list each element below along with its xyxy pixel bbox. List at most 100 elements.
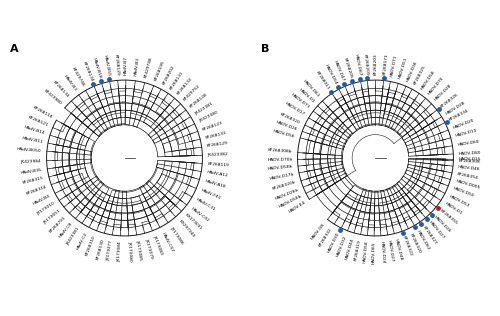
Text: HAdV-C2: HAdV-C2 <box>76 231 88 250</box>
Text: KF268134: KF268134 <box>82 61 94 82</box>
Text: HADV-D67: HADV-D67 <box>354 54 362 77</box>
Text: JX173010: JX173010 <box>36 202 56 216</box>
Text: JX173079: JX173079 <box>144 238 154 259</box>
Text: HADV-D53: HADV-D53 <box>448 194 470 208</box>
Text: B: B <box>261 44 270 54</box>
Text: HADV-D1: HADV-D1 <box>444 202 463 216</box>
Text: KF268202: KF268202 <box>162 64 175 86</box>
Text: HADV-D65: HADV-D65 <box>372 241 376 264</box>
Text: KF268322: KF268322 <box>402 235 413 257</box>
Text: KF268308b: KF268308b <box>268 149 292 154</box>
Text: HADV-D71: HADV-D71 <box>390 54 398 77</box>
Text: HADV-D56: HADV-D56 <box>273 129 295 138</box>
Text: HADV-D70b: HADV-D70b <box>267 157 292 162</box>
Text: KF268334: KF268334 <box>448 109 470 122</box>
Text: HADV-D61: HADV-D61 <box>302 79 320 99</box>
Text: KF268128: KF268128 <box>189 92 208 108</box>
Text: HAdV-B3: HAdV-B3 <box>134 57 140 76</box>
Text: HAdV-C31: HAdV-C31 <box>196 198 216 212</box>
Text: HADV-D48: HADV-D48 <box>394 238 403 261</box>
Text: KF268327: KF268327 <box>422 225 438 245</box>
Text: JX423382: JX423382 <box>208 152 229 157</box>
Text: HADV-D58: HADV-D58 <box>420 69 436 90</box>
Text: HADV-D62: HADV-D62 <box>416 229 430 251</box>
Text: KF268171: KF268171 <box>382 53 388 76</box>
Text: KF268320: KF268320 <box>280 112 301 125</box>
Text: JX173080: JX173080 <box>127 241 132 262</box>
Text: HADV-D58b: HADV-D58b <box>268 165 293 171</box>
Text: HADV-G8: HADV-G8 <box>310 222 326 240</box>
Text: KF268133: KF268133 <box>204 131 227 140</box>
Text: HADV-D56b: HADV-D56b <box>278 194 302 209</box>
Text: HADV-D26: HADV-D26 <box>276 120 298 131</box>
Text: JX173086: JX173086 <box>170 226 184 245</box>
Text: KF268205: KF268205 <box>343 57 353 79</box>
Text: HADV-D24: HADV-D24 <box>380 241 385 264</box>
Text: KF268129: KF268129 <box>114 53 119 75</box>
Text: HADV-D27: HADV-D27 <box>428 220 445 240</box>
Text: HADV-D28: HADV-D28 <box>434 83 453 102</box>
Text: KF268123: KF268123 <box>202 120 224 131</box>
Text: JX173085: JX173085 <box>136 240 143 261</box>
Text: HADV-D80: HADV-D80 <box>458 150 481 156</box>
Text: KF268310: KF268310 <box>85 235 96 257</box>
Text: KF268119: KF268119 <box>208 162 230 167</box>
Text: HADV-D70: HADV-D70 <box>428 76 445 96</box>
Text: HADV-D27: HADV-D27 <box>386 240 394 263</box>
Text: HADV-D005: HADV-D005 <box>455 179 480 190</box>
Text: KF268315: KF268315 <box>22 176 44 185</box>
Text: HADV-D26b: HADV-D26b <box>274 187 299 200</box>
Text: JX423984: JX423984 <box>20 159 42 164</box>
Text: KF268114: KF268114 <box>32 106 53 119</box>
Text: KF429752: KF429752 <box>183 84 202 102</box>
Text: HADV-D20: HADV-D20 <box>452 118 475 130</box>
Text: KF268209: KF268209 <box>362 53 369 76</box>
Text: JX173083: JX173083 <box>152 235 164 256</box>
Text: HADV-D30: HADV-D30 <box>328 232 341 254</box>
Text: HADV-D17: HADV-D17 <box>284 102 306 117</box>
Text: KF268320: KF268320 <box>409 233 422 254</box>
Text: KF268354: KF268354 <box>456 172 479 180</box>
Text: HAdV-B18: HAdV-B18 <box>92 57 102 79</box>
Text: HAdV-A12: HAdV-A12 <box>206 170 228 178</box>
Text: KF268326: KF268326 <box>440 92 460 108</box>
Text: HADV-D60: HADV-D60 <box>458 139 480 147</box>
Text: KF268131: KF268131 <box>170 70 185 90</box>
Text: KX173031: KX173031 <box>184 213 203 231</box>
Text: KF268320b: KF268320b <box>272 180 296 191</box>
Text: JX423381: JX423381 <box>66 227 81 246</box>
Text: HADV-D17b: HADV-D17b <box>268 172 294 181</box>
Text: KF268793: KF268793 <box>49 216 67 234</box>
Text: HADV-D44: HADV-D44 <box>344 237 354 260</box>
Text: HADV-D13: HADV-D13 <box>456 129 478 138</box>
Text: KF268132: KF268132 <box>176 76 194 96</box>
Text: KF423980: KF423980 <box>43 89 62 106</box>
Text: KF268130: KF268130 <box>96 238 105 260</box>
Text: HAdV-B3: HAdV-B3 <box>63 74 78 92</box>
Text: HADV-D51: HADV-D51 <box>398 56 408 79</box>
Text: KF268195: KF268195 <box>154 60 166 82</box>
Text: HAdV-C02: HAdV-C02 <box>190 206 210 223</box>
Text: HADV-D32: HADV-D32 <box>336 235 347 257</box>
Text: HADV-D50: HADV-D50 <box>452 186 475 198</box>
Text: HADV-D28: HADV-D28 <box>445 100 466 116</box>
Text: KF268332: KF268332 <box>318 228 333 248</box>
Text: JX173051: JX173051 <box>42 209 61 225</box>
Text: KF268325: KF268325 <box>413 64 426 86</box>
Text: KF429748: KF429748 <box>144 56 154 78</box>
Text: HADV-D1: HADV-D1 <box>298 88 315 104</box>
Text: HAdV-B11: HAdV-B11 <box>21 136 44 144</box>
Text: KF268134: KF268134 <box>52 80 70 99</box>
Text: HADV-D71: HADV-D71 <box>290 93 310 110</box>
Text: HADV-D46: HADV-D46 <box>458 165 481 171</box>
Text: JX423380: JX423380 <box>198 111 219 123</box>
Text: KX297340: KX297340 <box>178 219 195 239</box>
Text: KF429748: KF429748 <box>70 66 85 87</box>
Text: KF268314: KF268314 <box>26 185 47 196</box>
Text: HAdV-B7: HAdV-B7 <box>124 56 128 75</box>
Text: HAdV-B4: HAdV-B4 <box>32 194 52 206</box>
Text: A: A <box>10 44 19 54</box>
Text: HADV-D15: HADV-D15 <box>458 157 481 162</box>
Text: JX173084: JX173084 <box>117 241 122 262</box>
Text: KF268308: KF268308 <box>458 159 480 164</box>
